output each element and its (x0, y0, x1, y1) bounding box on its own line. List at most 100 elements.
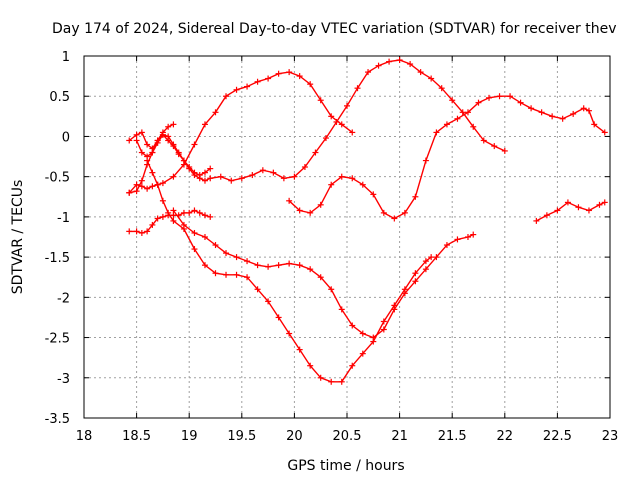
data-point-marker (559, 115, 566, 122)
data-point-marker (428, 75, 435, 82)
data-point-marker (154, 215, 161, 222)
data-point-marker (133, 137, 140, 144)
data-point-marker (359, 330, 366, 337)
data-point-marker (191, 229, 198, 236)
data-point-marker (149, 221, 156, 228)
data-point-marker (238, 175, 245, 182)
x-tick-label: 23 (602, 429, 619, 444)
data-point-marker (412, 270, 419, 277)
data-point-marker (543, 212, 550, 219)
data-point-marker (233, 271, 240, 278)
data-point-marker (154, 139, 161, 146)
data-point-marker (575, 204, 582, 211)
data-point-marker (533, 217, 540, 224)
series-line (146, 160, 432, 383)
data-point-marker (254, 286, 261, 293)
data-point-marker (133, 181, 140, 188)
data-point-marker (328, 113, 335, 120)
data-point-marker (344, 102, 350, 109)
data-point-marker (296, 207, 303, 214)
data-point-marker (207, 165, 214, 172)
series-track-8 (286, 93, 608, 222)
data-point-marker (207, 175, 214, 182)
series-line (172, 210, 474, 339)
data-point-marker (180, 221, 187, 228)
data-point-marker (138, 229, 145, 236)
data-point-marker (165, 123, 172, 130)
data-point-marker (244, 258, 251, 265)
series-track-6 (144, 157, 435, 385)
data-point-marker (359, 181, 366, 188)
data-point-marker (601, 199, 608, 206)
series-track-7 (170, 207, 477, 341)
data-point-marker (286, 69, 293, 76)
data-point-marker (486, 94, 493, 101)
data-point-marker (601, 129, 608, 136)
series-line (129, 209, 211, 234)
y-tick-labels: 1 0.5 0 -0.5 -1 -1.5 -2 -2.5 -3 -3.5 (45, 50, 70, 427)
data-point-marker (338, 378, 345, 385)
y-tick-label: 0.5 (49, 90, 70, 105)
data-point-marker (265, 298, 272, 305)
data-point-marker (144, 157, 151, 164)
data-point-marker (433, 129, 440, 136)
y-tick-label: 0 (62, 130, 70, 145)
y-tick-label: -2.5 (45, 332, 70, 347)
data-point-marker (354, 85, 361, 92)
data-point-marker (201, 121, 208, 128)
data-point-marker (401, 209, 408, 216)
data-point-marker (149, 183, 156, 190)
data-point-marker (433, 254, 440, 261)
data-point-marker (159, 131, 166, 138)
series-layer (126, 57, 608, 385)
data-point-marker (459, 109, 466, 116)
data-point-marker (401, 290, 408, 297)
data-point-marker (244, 274, 251, 281)
data-point-marker (159, 180, 166, 187)
data-point-marker (201, 169, 208, 176)
x-tick-label: 22.5 (543, 429, 572, 444)
data-point-marker (464, 109, 471, 116)
y-tick-label: -3.5 (45, 412, 70, 427)
x-tick-label: 20 (286, 429, 303, 444)
data-point-marker (307, 266, 314, 273)
data-point-marker (370, 191, 377, 198)
data-point-marker (454, 236, 461, 243)
data-point-marker (286, 260, 293, 267)
data-point-marker (528, 105, 535, 112)
data-point-marker (517, 99, 524, 106)
data-point-marker (312, 149, 319, 156)
data-point-marker (207, 213, 214, 220)
data-point-marker (380, 326, 387, 333)
data-point-marker (249, 172, 256, 179)
data-point-marker (585, 107, 592, 114)
data-point-marker (417, 69, 424, 76)
data-point-marker (338, 173, 345, 180)
data-point-marker (428, 254, 435, 261)
data-point-marker (412, 193, 419, 200)
data-point-marker (322, 135, 329, 142)
data-point-marker (196, 175, 203, 182)
data-point-marker (170, 141, 177, 148)
data-point-marker (296, 262, 303, 269)
data-point-marker (470, 231, 477, 238)
data-point-marker (291, 173, 298, 180)
data-point-marker (223, 271, 230, 278)
y-tick-label: -0.5 (45, 171, 70, 186)
data-point-marker (328, 378, 335, 385)
data-point-marker (470, 123, 477, 130)
data-point-marker (191, 141, 198, 148)
data-point-marker (422, 266, 429, 273)
x-tick-label: 19.5 (227, 429, 256, 444)
data-point-marker (491, 143, 498, 150)
x-tick-label: 20.5 (333, 429, 362, 444)
data-point-marker (196, 209, 203, 216)
data-point-marker (217, 173, 224, 180)
chart-title: Day 174 of 2024, Sidereal Day-to-day VTE… (52, 21, 616, 37)
data-point-marker (391, 215, 398, 222)
series-line (135, 59, 506, 182)
data-point-marker (296, 346, 303, 353)
series-line (129, 133, 211, 194)
series-track-4 (133, 57, 508, 184)
x-tick-label: 18 (76, 429, 93, 444)
